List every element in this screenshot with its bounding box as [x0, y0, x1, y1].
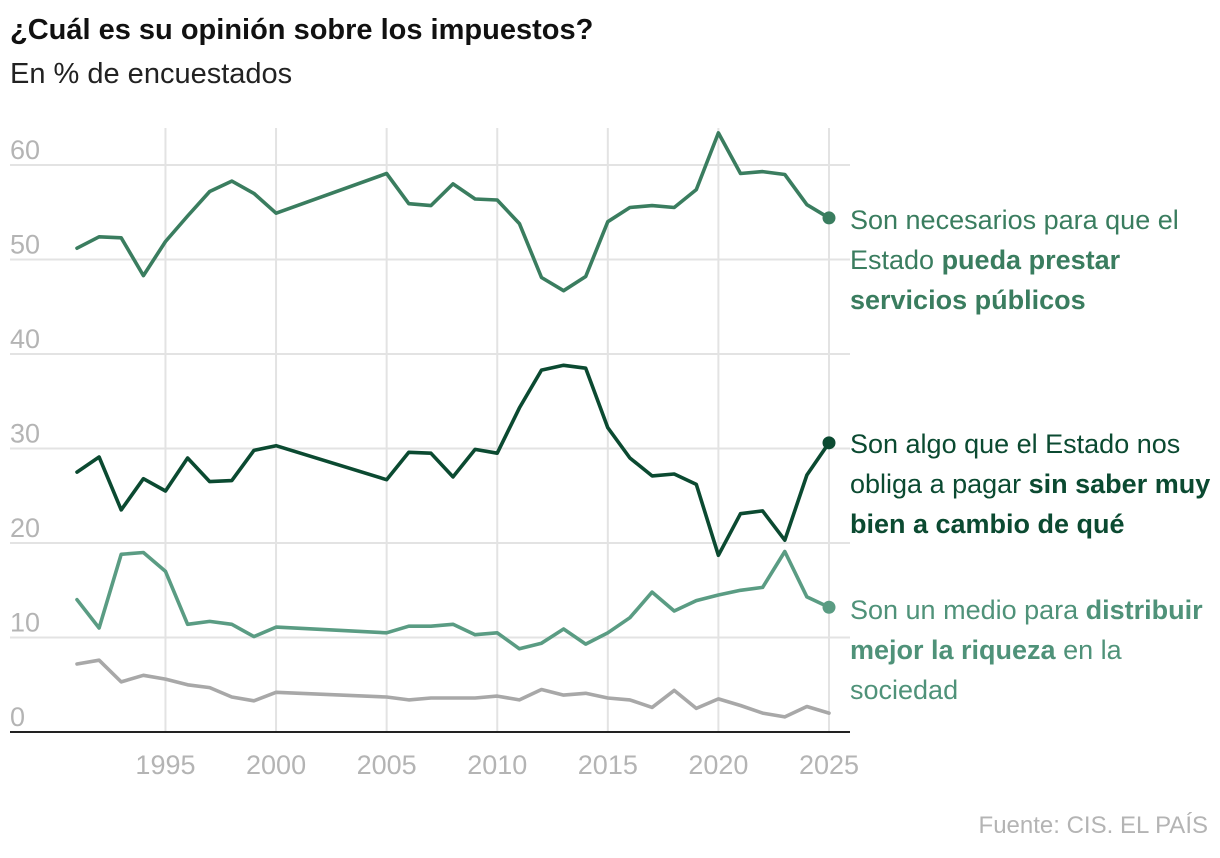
x-tick-label-1995: 1995: [135, 750, 195, 780]
label-distribuir-bold: distribuir mejor la riqueza: [850, 595, 1203, 665]
x-tick-label-2025: 2025: [799, 750, 859, 780]
series-endpoint-obliga: [822, 436, 836, 450]
label-obliga-text: Son algo que el Estado nos obliga a paga…: [850, 429, 1181, 499]
label-distribuir-post: en la sociedad: [850, 635, 1122, 705]
y-tick-label-0: 0: [10, 702, 25, 732]
y-tick-label-40: 40: [10, 324, 40, 354]
y-tick-label-50: 50: [10, 230, 40, 260]
label-obliga-bold: sin saber muy bien a cambio de qué: [850, 469, 1211, 539]
series-line-otros: [75, 658, 831, 719]
label-necesarios-text: Son necesarios para que el Estado: [850, 205, 1179, 275]
x-tick-label-2000: 2000: [246, 750, 306, 780]
x-tick-label-2010: 2010: [467, 750, 527, 780]
chart-subtitle: En % de encuestados: [10, 58, 293, 90]
x-tick-label-2005: 2005: [357, 750, 417, 780]
series-endpoint-distribuir: [822, 600, 836, 614]
y-tick-label-20: 20: [10, 513, 40, 543]
label-necesarios-bold: pueda prestar servicios públicos: [850, 245, 1121, 315]
series-line-necesarios: [75, 131, 831, 293]
series-endpoint-necesarios: [822, 211, 836, 225]
label-distribuir: Son un medio para distribuir mejor la ri…: [850, 590, 1220, 710]
chart-title: ¿Cuál es su opinión sobre los impuestos?: [10, 14, 594, 46]
label-obliga: Son algo que el Estado nos obliga a paga…: [850, 424, 1220, 544]
label-distribuir-text: Son un medio para: [850, 595, 1086, 625]
series-line-distribuir: [75, 549, 831, 651]
y-tick-label-10: 10: [10, 608, 40, 638]
series-line-obliga: [75, 363, 831, 558]
source-note: Fuente: CIS. EL PAÍS: [978, 812, 1208, 839]
y-tick-label-30: 30: [10, 419, 40, 449]
y-tick-label-60: 60: [10, 135, 40, 165]
x-tick-label-2015: 2015: [578, 750, 638, 780]
label-necesarios: Son necesarios para que el Estado pueda …: [850, 200, 1220, 320]
x-tick-label-2020: 2020: [688, 750, 748, 780]
